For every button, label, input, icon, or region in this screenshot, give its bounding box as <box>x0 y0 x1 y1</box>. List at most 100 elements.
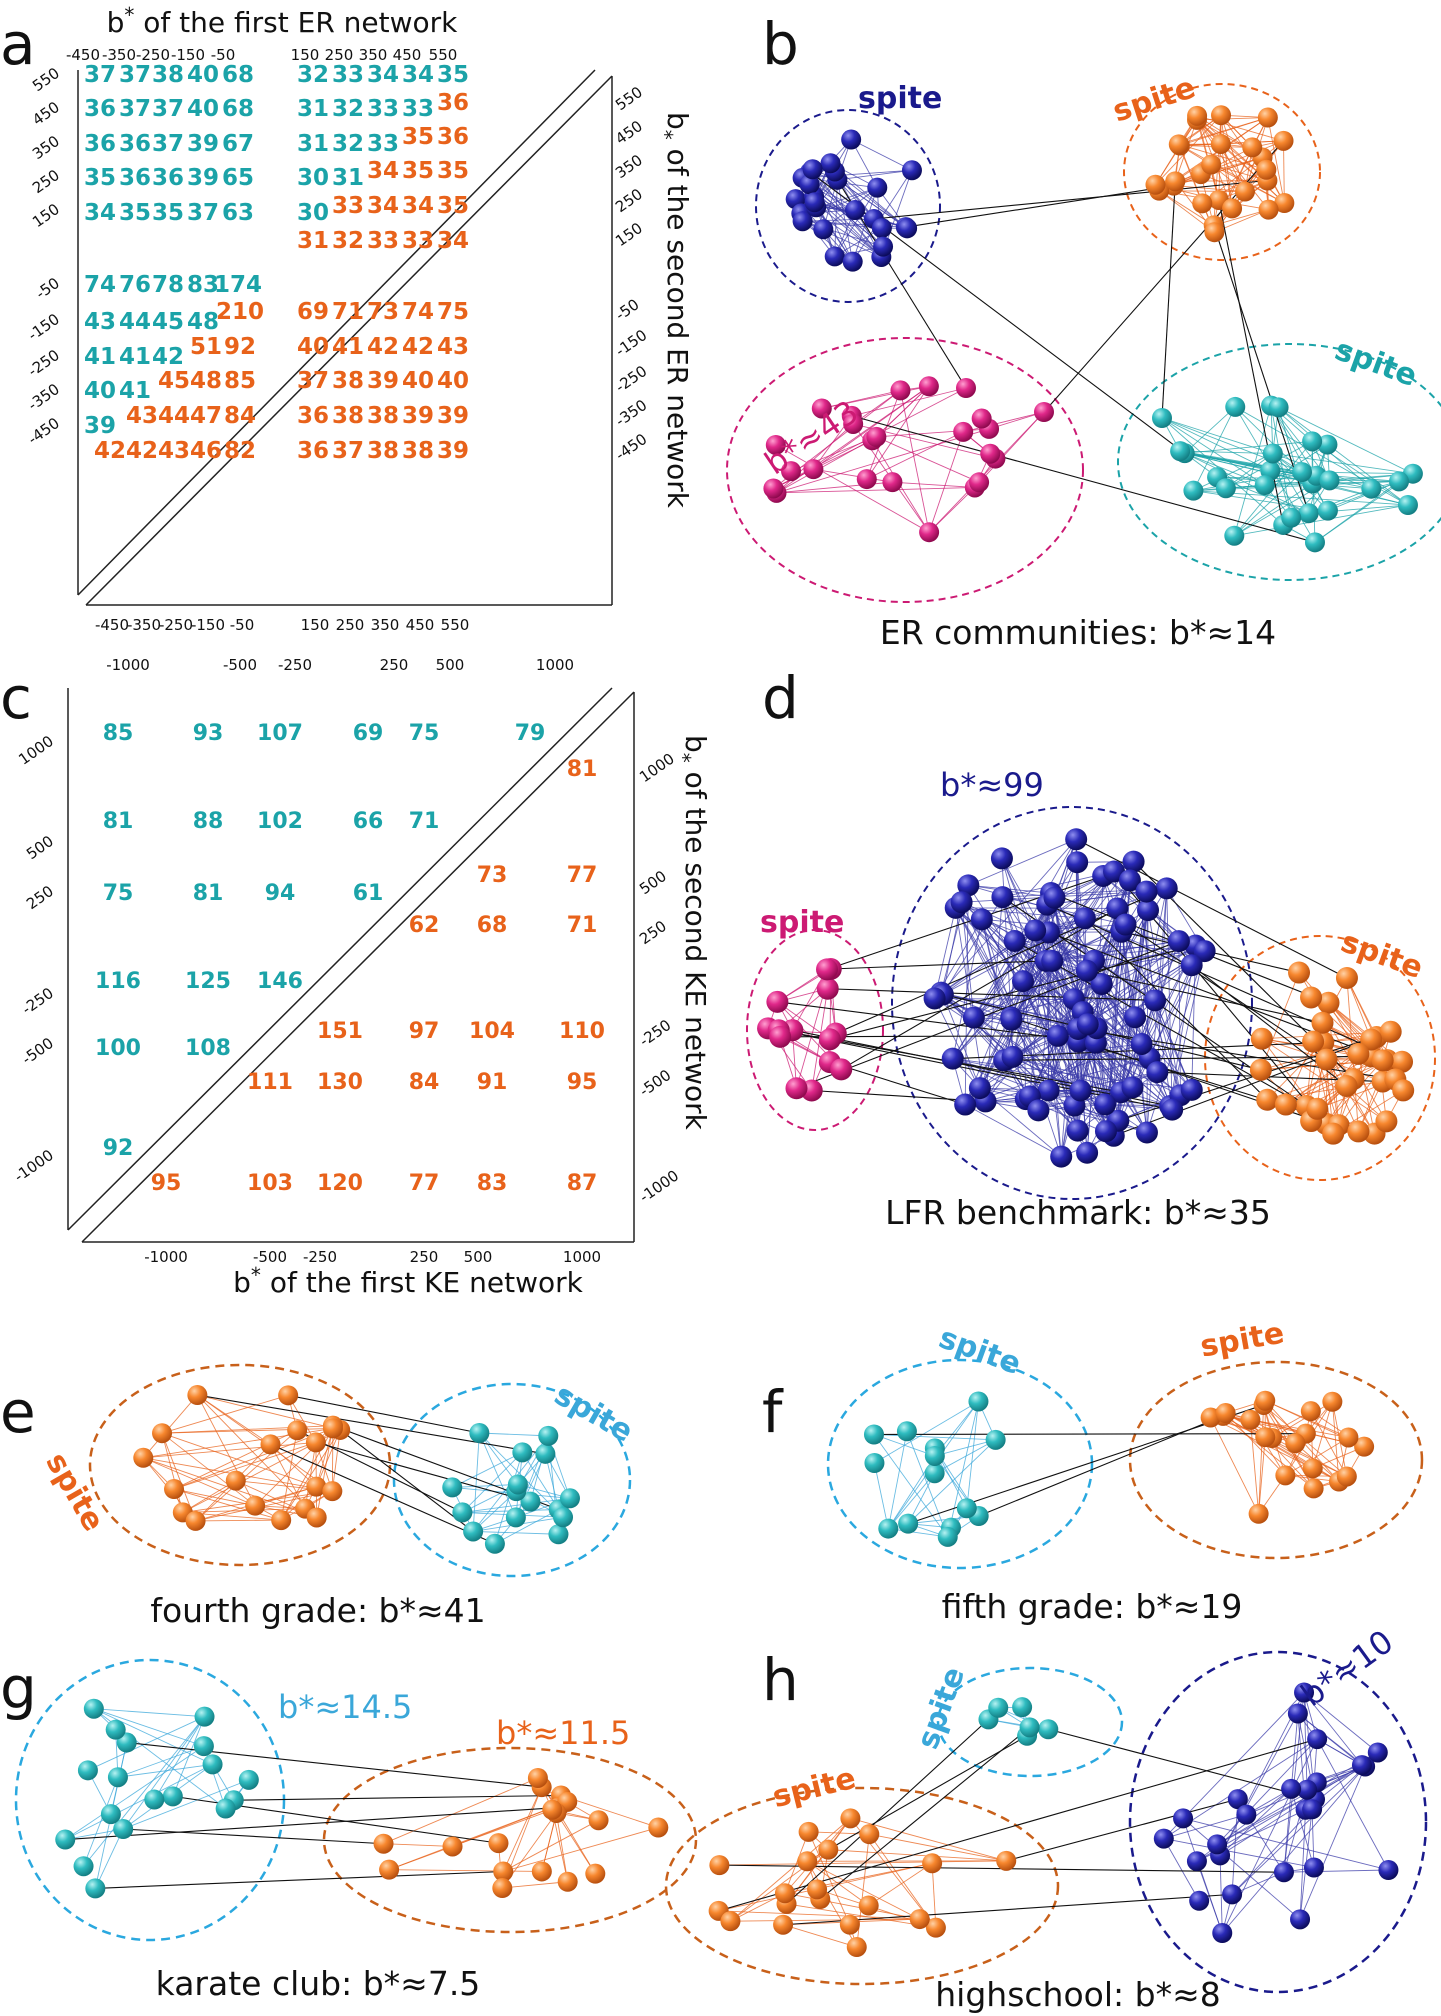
tick-label: -450 <box>612 430 650 464</box>
node <box>824 246 845 267</box>
edge <box>1182 1818 1223 1934</box>
node <box>1322 1391 1343 1412</box>
edge <box>1316 1738 1389 1871</box>
node <box>709 1855 730 1876</box>
matrix-cell-teal: 30 <box>297 200 329 226</box>
edge <box>1193 453 1274 492</box>
node <box>1300 986 1323 1009</box>
node <box>1076 1141 1099 1164</box>
edge <box>383 1843 453 1847</box>
node <box>1210 134 1231 155</box>
edge <box>873 1434 996 1441</box>
matrix-cell-orange: 38 <box>367 403 399 429</box>
edge <box>316 1425 334 1518</box>
node <box>105 1719 126 1740</box>
edge <box>850 139 913 171</box>
edge <box>503 1819 599 1872</box>
edge-bridge <box>315 1441 531 1503</box>
node <box>1038 1719 1059 1740</box>
edge <box>555 1812 569 1882</box>
node <box>1200 1407 1221 1428</box>
node <box>1322 1122 1345 1145</box>
edge <box>782 1924 857 1948</box>
edge <box>963 411 1045 433</box>
community-outline-orange <box>1128 1360 1424 1560</box>
node <box>55 1829 76 1850</box>
node <box>882 472 903 493</box>
matrix-cell-teal: 48 <box>187 309 219 335</box>
matrix-cell-teal: 33 <box>332 62 364 88</box>
edge <box>900 390 930 533</box>
matrix-cell-teal: 66 <box>353 809 384 834</box>
panel-a-top-ticks: -450 -350 -250 -150 -50 150 250 350 450 550 <box>66 46 457 64</box>
node <box>763 478 784 499</box>
node <box>1371 1049 1394 1072</box>
b-star-label-lightblue: b*≈14.5 <box>278 1688 412 1726</box>
network-graph-f <box>863 1390 1375 1547</box>
tick-label: -150 <box>171 46 205 64</box>
matrix-cell-orange: 84 <box>409 1070 440 1095</box>
edge <box>952 980 1024 1059</box>
node <box>463 1521 484 1542</box>
node <box>1375 1110 1398 1133</box>
panel-c-title: b* of the first KE network <box>233 1263 583 1299</box>
matrix-cell-teal: 39 <box>187 131 219 157</box>
node <box>840 1808 861 1829</box>
node <box>1302 1030 1325 1053</box>
node <box>1391 1050 1414 1073</box>
edge <box>93 1708 205 1747</box>
edge <box>1299 1766 1366 1920</box>
node <box>1187 105 1208 126</box>
panel-h: h spite spite b*≈10 highschool: b*≈8 <box>664 1622 1428 2014</box>
matrix-cell-teal: 32 <box>332 96 364 122</box>
edge-bridge <box>819 1726 1030 1900</box>
matrix-cell-orange: 48 <box>190 368 222 394</box>
community-outline-lightblue <box>936 1666 1124 1778</box>
edge <box>1132 891 1147 1088</box>
tick-label: 550 <box>441 616 470 634</box>
b-star-label-navy: b*≈10 <box>1294 1622 1400 1714</box>
node <box>996 1850 1017 1871</box>
edge <box>93 1708 213 1765</box>
node <box>820 153 841 174</box>
node <box>1193 940 1216 963</box>
node <box>956 1498 977 1519</box>
edge-bridge <box>197 1394 546 1455</box>
node <box>1268 397 1289 418</box>
tick-label: 450 <box>393 46 422 64</box>
node <box>1302 1799 1323 1820</box>
node <box>918 376 939 397</box>
edge <box>1234 504 1409 537</box>
node <box>1222 1884 1243 1905</box>
node <box>1041 949 1064 972</box>
node <box>842 251 863 272</box>
edge <box>1278 407 1409 506</box>
matrix-cell-teal: 44 <box>119 309 151 335</box>
tick-label: 550 <box>429 46 458 64</box>
edge <box>876 385 930 438</box>
spite-label-teal: spite <box>1330 332 1421 394</box>
matrix-cell-teal: 92 <box>103 1136 134 1161</box>
node <box>798 1821 819 1842</box>
edge <box>197 1394 318 1518</box>
edge <box>966 1401 979 1509</box>
matrix-cell-orange: 44 <box>158 403 190 429</box>
node <box>442 1477 463 1498</box>
matrix-cell-orange: 42 <box>402 334 434 360</box>
tick-label: 450 <box>612 117 646 148</box>
matrix-cell-teal: 35 <box>437 62 469 88</box>
edge <box>1249 1419 1260 1514</box>
edge <box>1012 945 1196 1058</box>
node <box>535 1443 556 1464</box>
matrix-cell-orange: 95 <box>567 1070 598 1095</box>
panel-b: b spite spite spite b*≈43 ER communities… <box>726 10 1441 652</box>
edge <box>1178 143 1267 171</box>
matrix-cell-teal: 36 <box>119 165 151 191</box>
node <box>804 192 825 213</box>
node <box>442 1836 463 1857</box>
node <box>863 1424 884 1445</box>
edge <box>1178 143 1285 204</box>
panel-c-bottom-ticks: -1000 -500 -250 250 500 1000 <box>144 1248 601 1266</box>
tick-label: 150 <box>612 219 646 250</box>
node <box>202 1754 223 1775</box>
